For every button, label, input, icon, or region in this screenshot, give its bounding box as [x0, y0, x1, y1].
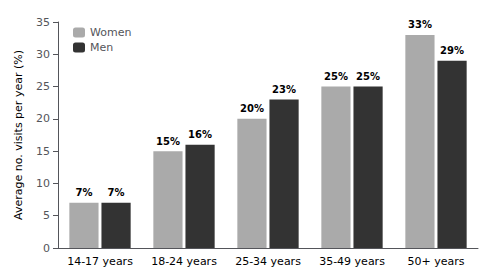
svg-text:35-49 years: 35-49 years [319, 255, 385, 268]
svg-text:14-17 years: 14-17 years [67, 255, 133, 268]
svg-text:20%: 20% [240, 103, 264, 114]
svg-text:Average no. visits per year (%: Average no. visits per year (%) [12, 50, 25, 220]
svg-text:7%: 7% [75, 187, 92, 198]
svg-text:29%: 29% [440, 45, 464, 56]
svg-text:15: 15 [36, 145, 50, 158]
svg-text:25: 25 [36, 80, 50, 93]
svg-text:5: 5 [43, 209, 50, 222]
svg-text:25%: 25% [324, 71, 348, 82]
svg-text:33%: 33% [408, 19, 432, 30]
svg-text:Men: Men [90, 41, 113, 54]
svg-text:18-24 years: 18-24 years [151, 255, 217, 268]
svg-text:7%: 7% [108, 187, 125, 198]
svg-text:23%: 23% [272, 84, 296, 95]
svg-text:25-34 years: 25-34 years [235, 255, 301, 268]
svg-text:Women: Women [90, 26, 131, 39]
svg-text:10: 10 [36, 177, 50, 190]
svg-text:50+ years: 50+ years [408, 255, 465, 268]
svg-text:20: 20 [36, 112, 50, 125]
svg-text:35: 35 [36, 16, 50, 29]
svg-text:15%: 15% [156, 136, 180, 147]
svg-text:0: 0 [43, 242, 50, 255]
svg-text:25%: 25% [356, 71, 380, 82]
svg-text:16%: 16% [188, 129, 212, 140]
svg-text:30: 30 [36, 48, 50, 61]
